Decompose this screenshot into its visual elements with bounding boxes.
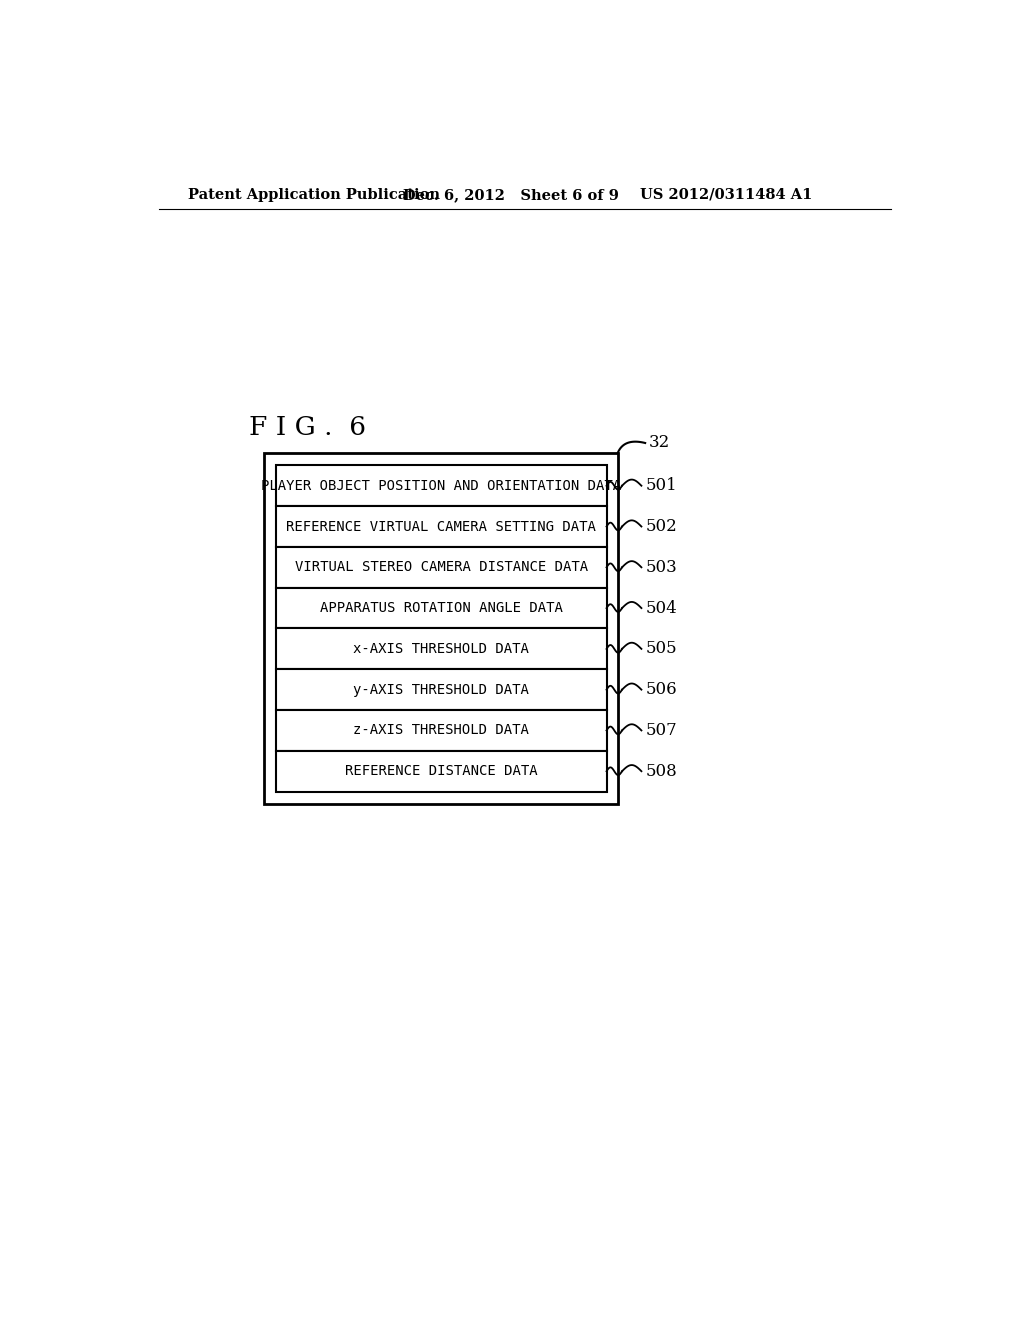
Text: 32: 32 (648, 434, 670, 451)
Bar (275, 587, 606, 628)
Text: 504: 504 (645, 599, 677, 616)
Text: 502: 502 (645, 517, 677, 535)
Text: Patent Application Publication: Patent Application Publication (188, 187, 440, 202)
Bar (275, 466, 606, 506)
Text: y-AXIS THRESHOLD DATA: y-AXIS THRESHOLD DATA (353, 682, 529, 697)
Text: 507: 507 (645, 722, 677, 739)
Bar (275, 669, 606, 710)
Text: 506: 506 (645, 681, 677, 698)
Bar (275, 751, 606, 792)
Text: Dec. 6, 2012   Sheet 6 of 9: Dec. 6, 2012 Sheet 6 of 9 (403, 187, 618, 202)
Text: 503: 503 (645, 558, 677, 576)
Text: z-AXIS THRESHOLD DATA: z-AXIS THRESHOLD DATA (353, 723, 529, 738)
Bar (275, 710, 606, 751)
Text: PLAYER OBJECT POSITION AND ORIENTATION DATA: PLAYER OBJECT POSITION AND ORIENTATION D… (261, 479, 622, 492)
Text: APPARATUS ROTATION ANGLE DATA: APPARATUS ROTATION ANGLE DATA (319, 601, 562, 615)
Bar (275, 628, 606, 669)
Text: F I G .  6: F I G . 6 (249, 416, 366, 441)
Bar (264, 453, 617, 804)
Text: REFERENCE DISTANCE DATA: REFERENCE DISTANCE DATA (345, 764, 538, 779)
Text: US 2012/0311484 A1: US 2012/0311484 A1 (640, 187, 812, 202)
Bar (275, 506, 606, 546)
Text: REFERENCE VIRTUAL CAMERA SETTING DATA: REFERENCE VIRTUAL CAMERA SETTING DATA (286, 520, 596, 533)
Text: x-AXIS THRESHOLD DATA: x-AXIS THRESHOLD DATA (353, 642, 529, 656)
Text: 508: 508 (645, 763, 677, 780)
Bar (275, 546, 606, 587)
Text: 505: 505 (645, 640, 677, 657)
Text: VIRTUAL STEREO CAMERA DISTANCE DATA: VIRTUAL STEREO CAMERA DISTANCE DATA (295, 560, 588, 574)
Text: 501: 501 (645, 478, 677, 494)
